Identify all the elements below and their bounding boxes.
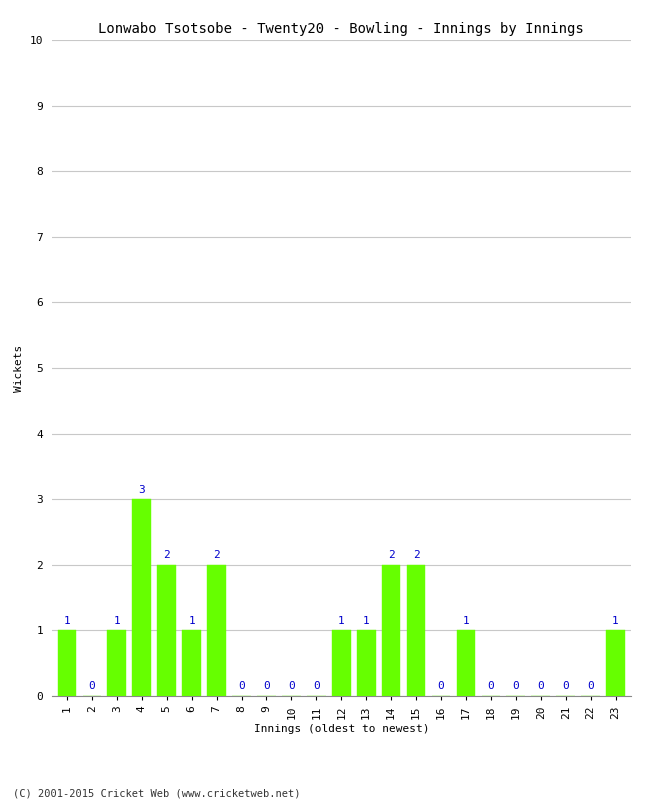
Text: 2: 2	[413, 550, 419, 560]
Bar	[182, 630, 201, 696]
Bar	[133, 499, 151, 696]
Text: 1: 1	[612, 616, 619, 626]
Text: 0: 0	[263, 682, 270, 691]
Bar	[456, 630, 475, 696]
Text: 1: 1	[363, 616, 370, 626]
Text: 0: 0	[587, 682, 594, 691]
Text: 0: 0	[238, 682, 245, 691]
Bar	[407, 565, 425, 696]
Y-axis label: Wickets: Wickets	[14, 344, 24, 392]
Title: Lonwabo Tsotsobe - Twenty20 - Bowling - Innings by Innings: Lonwabo Tsotsobe - Twenty20 - Bowling - …	[98, 22, 584, 36]
Text: 0: 0	[512, 682, 519, 691]
Text: 0: 0	[538, 682, 544, 691]
Bar	[382, 565, 400, 696]
Text: 0: 0	[288, 682, 294, 691]
Bar	[107, 630, 126, 696]
Text: 1: 1	[338, 616, 344, 626]
Text: 1: 1	[188, 616, 195, 626]
Bar	[58, 630, 76, 696]
Text: 2: 2	[163, 550, 170, 560]
Text: 1: 1	[463, 616, 469, 626]
Bar	[207, 565, 226, 696]
X-axis label: Innings (oldest to newest): Innings (oldest to newest)	[254, 724, 429, 734]
Text: 0: 0	[313, 682, 320, 691]
Text: 1: 1	[64, 616, 70, 626]
Text: (C) 2001-2015 Cricket Web (www.cricketweb.net): (C) 2001-2015 Cricket Web (www.cricketwe…	[13, 788, 300, 798]
Bar	[332, 630, 350, 696]
Text: 0: 0	[437, 682, 445, 691]
Text: 1: 1	[114, 616, 120, 626]
Text: 0: 0	[88, 682, 96, 691]
Text: 0: 0	[562, 682, 569, 691]
Bar	[357, 630, 376, 696]
Bar	[606, 630, 625, 696]
Text: 2: 2	[213, 550, 220, 560]
Bar	[157, 565, 176, 696]
Text: 3: 3	[138, 485, 145, 494]
Text: 0: 0	[488, 682, 494, 691]
Text: 2: 2	[388, 550, 395, 560]
